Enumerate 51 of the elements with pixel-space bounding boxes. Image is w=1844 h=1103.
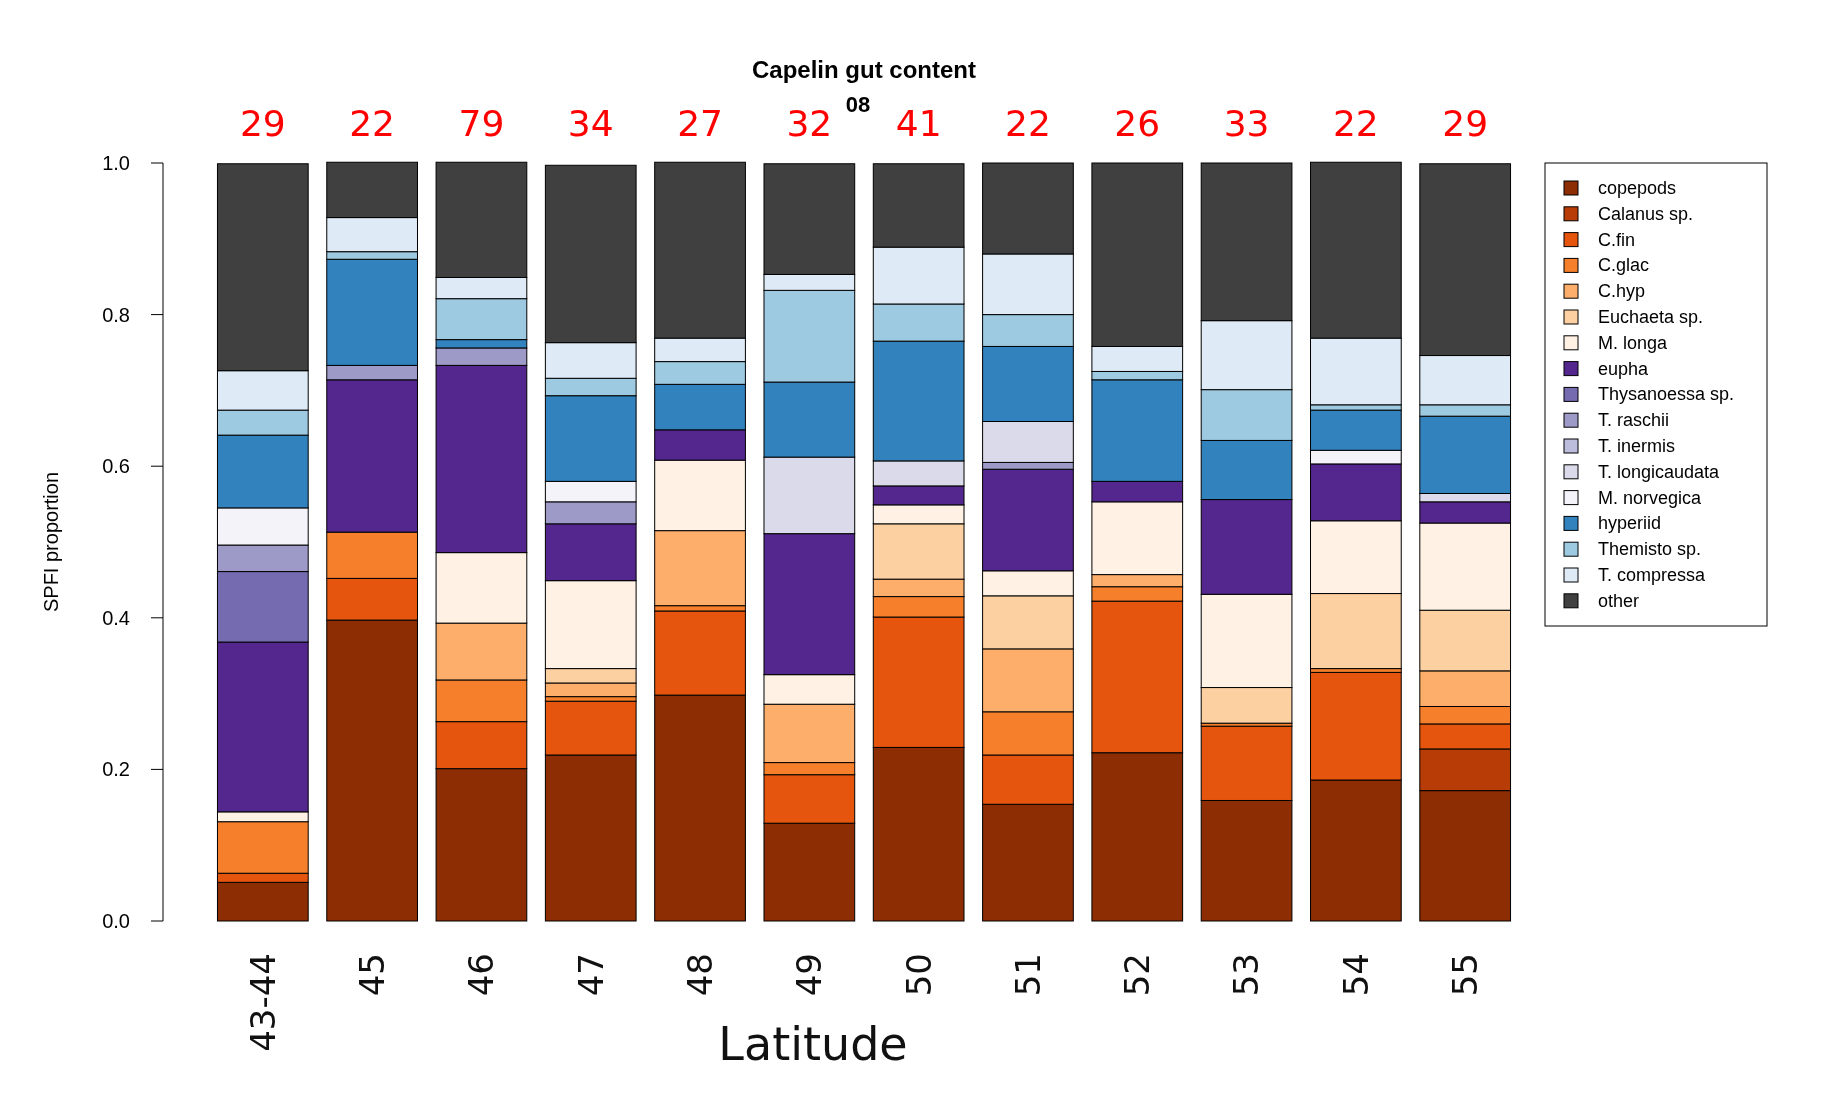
text: 29 <box>239 103 286 144</box>
x-tick-label: 53 <box>1226 953 1267 997</box>
x-tick-label: 49 <box>789 953 830 997</box>
chart-subtitle: 08 <box>845 92 871 117</box>
text: 79 <box>458 103 505 144</box>
text: 34 <box>567 103 614 144</box>
legend-label: C.fin <box>1598 229 1636 250</box>
text: 33 <box>1223 103 1270 144</box>
x-tick-label: 50 <box>898 953 939 997</box>
text: 22 <box>1332 103 1379 144</box>
x-tick-label: 43-44 <box>242 953 283 1052</box>
legend-label: C.glac <box>1598 255 1650 276</box>
legend-label: T. raschii <box>1598 410 1670 431</box>
y-tick-label: 0.6 <box>102 455 130 478</box>
legend-label: M. norvegica <box>1598 487 1703 508</box>
legend-label: eupha <box>1598 358 1650 379</box>
x-tick-label: 55 <box>1445 953 1486 997</box>
legend-label: Themisto sp. <box>1598 539 1702 560</box>
chart-title: Capelin gut content <box>752 56 976 83</box>
text: 29 <box>1442 103 1489 144</box>
x-axis-title: Latitude <box>718 1017 908 1071</box>
y-tick-label: 0.4 <box>102 606 130 629</box>
text: 32 <box>786 103 833 144</box>
legend-label: T. compressa <box>1598 565 1707 585</box>
legend-label: other <box>1598 590 1640 611</box>
legend-label: C.hyp <box>1598 281 1646 302</box>
legend-label: T. longicaudata <box>1598 461 1721 482</box>
y-tick-label: 0.2 <box>102 758 130 781</box>
legend-label: T. inermis <box>1598 436 1676 456</box>
legend-label: M. longa <box>1598 332 1669 353</box>
y-tick-label: 1.0 <box>102 152 130 174</box>
x-tick-label: 54 <box>1335 953 1376 997</box>
legend-label: hyperiid <box>1598 513 1662 534</box>
x-tick-label: 52 <box>1117 953 1158 997</box>
y-tick-label: 0.8 <box>102 303 130 326</box>
y-axis-title: SPFI proportion <box>40 471 62 613</box>
text: 27 <box>677 103 723 144</box>
x-tick-label: 45 <box>352 953 393 997</box>
legend-label: Thysanoessa sp. <box>1598 384 1735 405</box>
text: 26 <box>1114 103 1161 144</box>
legend-label: copepods <box>1598 178 1677 198</box>
legend-label: Euchaeta sp. <box>1598 307 1704 327</box>
x-tick-label: 51 <box>1007 953 1048 997</box>
x-tick-label: 48 <box>679 953 720 997</box>
x-tick-label: 46 <box>461 953 502 997</box>
x-tick-label: 47 <box>570 953 611 997</box>
text: 22 <box>349 103 396 144</box>
text: 41 <box>895 103 942 144</box>
y-tick-label: 0.0 <box>102 910 130 932</box>
legend-label: Calanus sp. <box>1598 203 1694 224</box>
text: 22 <box>1005 103 1051 144</box>
